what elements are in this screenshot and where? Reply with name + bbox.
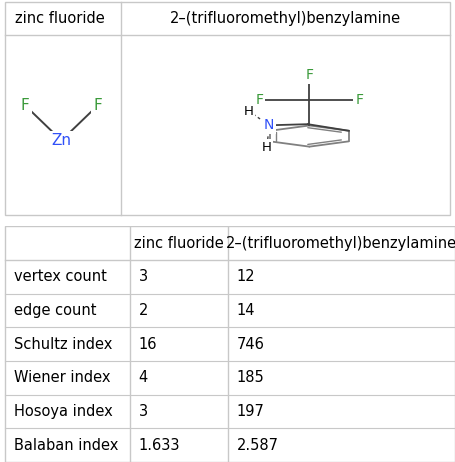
Text: F: F bbox=[20, 98, 30, 113]
Text: 2–(trifluoromethyl)benzylamine: 2–(trifluoromethyl)benzylamine bbox=[226, 236, 455, 251]
Text: zinc fluoride: zinc fluoride bbox=[134, 236, 223, 251]
Text: 12: 12 bbox=[237, 269, 255, 285]
Text: Schultz index: Schultz index bbox=[14, 337, 112, 352]
Text: edge count: edge count bbox=[14, 303, 96, 318]
Text: Zn: Zn bbox=[51, 133, 71, 148]
Text: Balaban index: Balaban index bbox=[14, 438, 118, 453]
Text: N: N bbox=[264, 118, 274, 132]
Text: 746: 746 bbox=[237, 337, 264, 352]
Text: H: H bbox=[244, 104, 253, 117]
Text: 1.633: 1.633 bbox=[139, 438, 180, 453]
Text: 185: 185 bbox=[237, 371, 264, 385]
Text: F: F bbox=[355, 93, 364, 107]
Text: 2: 2 bbox=[139, 303, 148, 318]
Text: 3: 3 bbox=[139, 269, 148, 285]
Text: F: F bbox=[255, 93, 263, 107]
Text: 2.587: 2.587 bbox=[237, 438, 278, 453]
Text: vertex count: vertex count bbox=[14, 269, 106, 285]
Text: F: F bbox=[93, 98, 102, 113]
Text: zinc fluoride: zinc fluoride bbox=[15, 11, 105, 26]
Text: 16: 16 bbox=[139, 337, 157, 352]
Text: 4: 4 bbox=[139, 371, 148, 385]
Text: 3: 3 bbox=[139, 404, 148, 419]
Text: H: H bbox=[262, 141, 272, 154]
Text: 197: 197 bbox=[237, 404, 264, 419]
Text: Wiener index: Wiener index bbox=[14, 371, 110, 385]
Text: Hosoya index: Hosoya index bbox=[14, 404, 112, 419]
Text: 2–(trifluoromethyl)benzylamine: 2–(trifluoromethyl)benzylamine bbox=[170, 11, 401, 26]
Text: 14: 14 bbox=[237, 303, 255, 318]
Text: F: F bbox=[305, 68, 313, 82]
